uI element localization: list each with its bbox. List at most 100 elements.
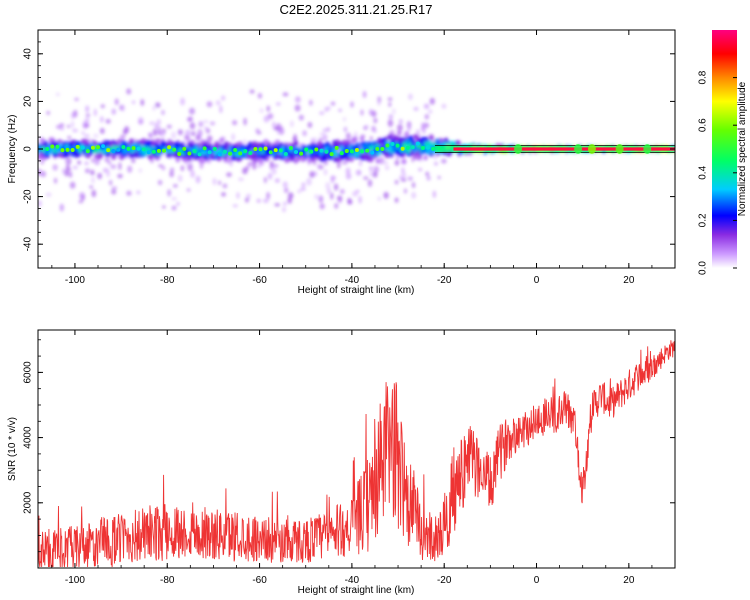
spectrogram-ridge-blob	[85, 149, 90, 154]
spectrogram-cell	[353, 151, 358, 157]
spectrogram-scatter-point	[397, 124, 403, 132]
colorbar-gradient	[712, 30, 737, 268]
spectrogram-scatter-point	[68, 171, 73, 178]
spectrogram-scatter-point	[105, 118, 111, 124]
spectrogram-cell	[348, 152, 353, 158]
spectrogram-scatter-point	[161, 165, 166, 171]
spectrogram-scatter-point	[99, 127, 105, 135]
spectrogram-ridge-blob	[390, 142, 395, 147]
spectrogram-scatter-point	[238, 177, 244, 182]
spectrogram-scatter-point	[319, 132, 325, 136]
spectrogram-scatter-point	[236, 192, 240, 200]
spectrogram-scatter-point	[367, 179, 373, 187]
spectrogram-scatter-point	[312, 160, 317, 165]
spectrogram-scatter-point	[309, 99, 313, 106]
colorbar-ticks: 0.0 0.2 0.4 0.6 0.8	[698, 70, 737, 275]
spectrogram-cell	[214, 142, 219, 148]
spectrogram-cell	[219, 137, 224, 144]
spectrogram-scatter-point	[330, 192, 334, 200]
spectrogram-ridge-blob	[131, 146, 136, 151]
spectrogram-scatter-point	[434, 162, 438, 166]
spectrogram-scatter-point	[322, 128, 327, 133]
spectrogram-scatter-point	[85, 113, 91, 118]
spectrogram-cell	[161, 143, 166, 149]
spectrogram-cell	[404, 131, 409, 137]
spectrogram-cell	[435, 140, 440, 146]
spectrogram-scatter-point	[255, 128, 260, 133]
spectrogram-scatter-point	[319, 111, 325, 115]
spectrogram-scatter-point	[326, 127, 331, 132]
spectrogram-cell	[105, 150, 111, 157]
spectrogram-cell	[98, 153, 103, 160]
snr-panel: -100 -80 -60 -40 -20 0 20 2000 4000 6000 Height …	[7, 329, 676, 596]
spectrogram-scatter-point	[155, 102, 161, 108]
spectrogram-cell	[396, 149, 401, 155]
spectrogram-scatter-point	[387, 119, 394, 127]
spectrogram-scatter-point	[161, 109, 165, 116]
spectrogram-scatter-point	[394, 179, 399, 185]
spectrogram-scatter-point	[131, 100, 136, 105]
spectrogram-scatter-point	[138, 168, 143, 173]
spectrogram-cell	[300, 156, 306, 163]
spectrogram-scatter-point	[388, 101, 392, 108]
spectrogram-scatter-point	[388, 114, 394, 120]
spectrogram-scatter-point	[266, 191, 271, 200]
snr-series-line	[38, 340, 675, 568]
spectrogram-scatter-point	[218, 180, 222, 186]
spectrogram-ridge-blob	[162, 148, 167, 153]
spectrogram-ridge-blob	[146, 150, 151, 155]
spectrogram-scatter-point	[156, 119, 161, 126]
spectrogram-cell	[180, 142, 185, 148]
spectrogram-scatter-point	[407, 176, 413, 181]
spectrogram-scatter-point	[209, 121, 216, 126]
spectrogram-scatter-point	[195, 134, 201, 142]
spectrogram-scatter-point	[243, 117, 247, 126]
spectrogram-cell	[342, 139, 347, 145]
spectrogram-scatter-point	[272, 163, 279, 168]
spectrogram-cell	[256, 142, 262, 148]
spectrogram-scatter-point	[226, 172, 232, 177]
spectrogram-ridge-blob	[126, 146, 131, 151]
spectrogram-ridge-blob	[111, 148, 116, 153]
spectrogram-scatter-point	[219, 105, 223, 114]
spectrogram-cell	[172, 152, 178, 158]
spectrogram-x-ticks: -100 -80 -60 -40 -20 0 20	[51, 30, 676, 286]
spectrogram-ridge-blob	[197, 152, 202, 157]
spectrogram-ridge-blob	[243, 149, 248, 154]
spectrogram-scatter-point	[157, 130, 162, 136]
spectrogram-scatter-point	[310, 139, 317, 144]
spectrogram-ridge-node	[643, 144, 652, 154]
spectrogram-ridge-blob	[202, 146, 207, 151]
spectrogram-ridge-blob	[354, 147, 359, 152]
spectrogram-ridge-node	[615, 144, 624, 154]
snr-x-tick-label: -60	[252, 575, 267, 586]
colorbar-tick-label: 0.4	[698, 165, 709, 179]
spectrogram-scatter-point	[173, 184, 178, 188]
spectrogram-ridge-blob	[96, 145, 101, 150]
spectrogram-scatter-point	[363, 176, 369, 180]
spectrogram-cell	[293, 158, 299, 164]
spectrogram-scatter-point	[180, 165, 185, 172]
spectrogram-scatter-point	[93, 108, 97, 117]
spectrogram-scatter-point	[294, 96, 301, 103]
spectrogram-cell	[259, 153, 264, 159]
spectrogram-scatter-point	[83, 133, 90, 138]
spectrogram-y-tick-label: -20	[23, 189, 34, 204]
spectrogram-scatter-point	[157, 179, 163, 186]
snr-y-tick-label: 4000	[23, 426, 34, 449]
spectrogram-panel: -100 -80 -60 -40 -20 0 20 -40 -20 0 20 40 Height o…	[7, 29, 676, 296]
spectrogram-ridge-blob	[278, 148, 283, 153]
spectrogram-ridge-blob	[121, 145, 126, 150]
spectrogram-scatter-point	[423, 103, 430, 110]
spectrogram-scatter-point	[118, 162, 122, 171]
spectrogram-scatter-point	[90, 169, 95, 176]
spectrogram-scatter-point	[287, 197, 292, 204]
spectrogram-cell	[119, 150, 124, 156]
spectrogram-scatter-point	[176, 202, 180, 206]
spectrogram-ridge-blob	[324, 149, 329, 154]
spectrogram-scatter-point	[252, 162, 257, 170]
spectrogram-x-tick-label: 0	[534, 275, 540, 286]
spectrogram-cell	[293, 140, 299, 146]
spectrogram-scatter-point	[100, 104, 105, 109]
spectrogram-cell	[364, 155, 370, 161]
